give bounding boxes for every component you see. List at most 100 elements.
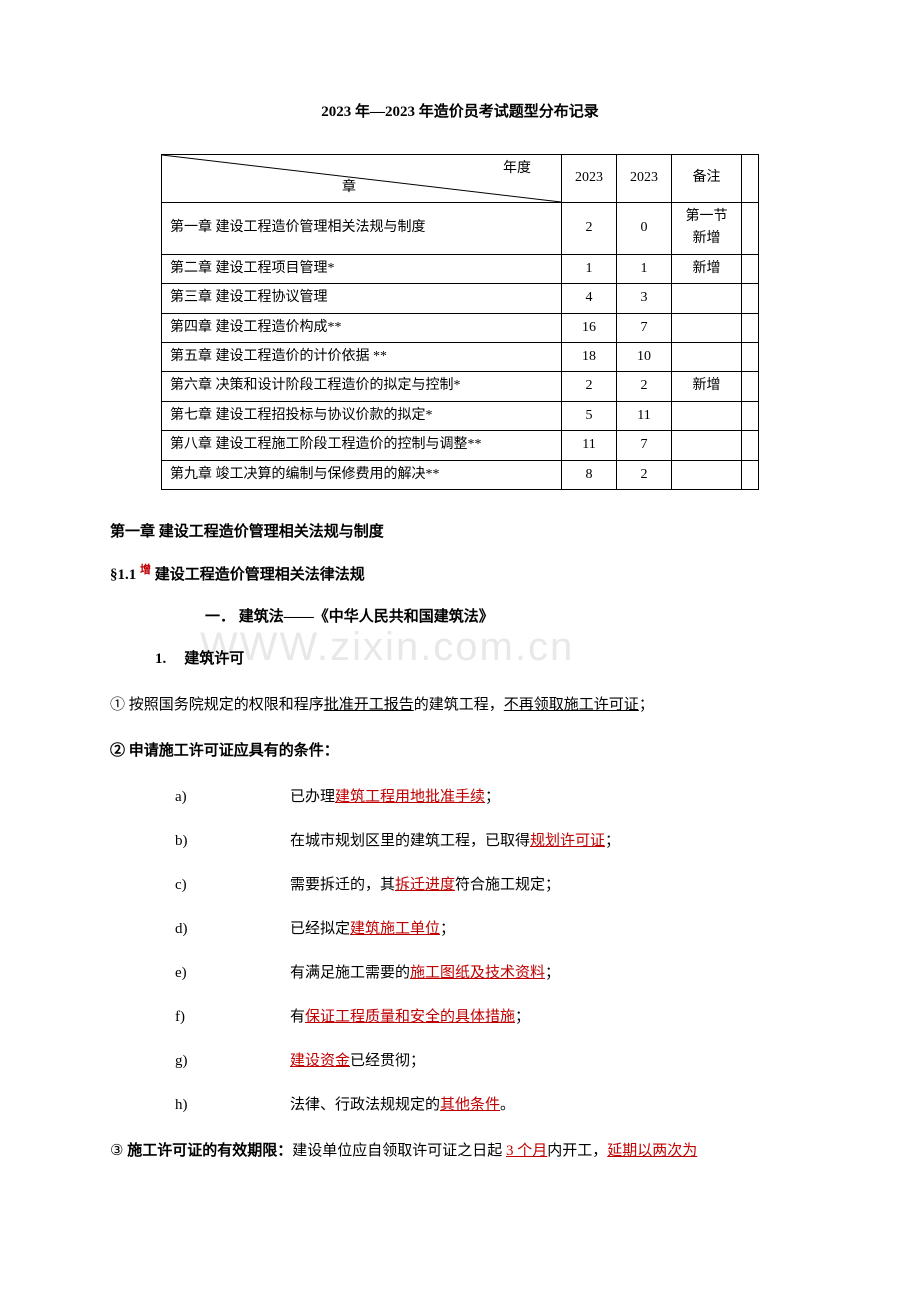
chapter-cell: 第七章 建设工程招投标与协议价款的拟定*: [162, 401, 562, 430]
subsection-heading: 一． 建筑法——《中华人民共和国建筑法》: [205, 605, 810, 629]
item-number: 1.: [155, 651, 166, 667]
document-content: 2023 年—2023 年造价员考试题型分布记录 年度 章 2023 2023 …: [110, 100, 810, 1163]
item-post-text: 已经贯彻；: [350, 1053, 425, 1069]
item-letter: a): [175, 785, 290, 809]
item-post-text: 。: [500, 1097, 515, 1113]
text-span: 内开工，: [547, 1143, 607, 1159]
section-heading: §1.1 增 建设工程造价管理相关法律法规: [110, 562, 810, 587]
red-underlined-text: 建筑施工单位: [350, 921, 440, 937]
year1-cell: 8: [562, 460, 617, 489]
extra-cell: [742, 254, 759, 283]
year2-cell: 7: [617, 313, 672, 342]
red-underlined-text: 其他条件: [440, 1097, 500, 1113]
item-letter: c): [175, 873, 290, 897]
chapter-cell: 第三章 建设工程协议管理: [162, 284, 562, 313]
table-row: 第四章 建设工程造价构成**167: [162, 313, 759, 342]
extra-cell: [742, 203, 759, 255]
year2-cell: 7: [617, 431, 672, 460]
header-note: 备注: [672, 155, 742, 203]
item-letter: d): [175, 917, 290, 941]
item-post-text: ；: [605, 833, 620, 849]
year2-cell: 2: [617, 460, 672, 489]
item-post-text: ；: [515, 1009, 530, 1025]
diagonal-line-icon: [162, 155, 561, 202]
item-pre-text: 在城市规划区里的建筑工程，已取得: [290, 833, 530, 849]
note-cell: 第一节新增: [672, 203, 742, 255]
add-marker: 增: [140, 564, 151, 576]
text-span: 建设单位应自领取许可证之日起: [292, 1143, 506, 1159]
year1-cell: 16: [562, 313, 617, 342]
header-chapter-label: 章: [342, 177, 356, 199]
item-pre-text: 已经拟定: [290, 921, 350, 937]
year1-cell: 1: [562, 254, 617, 283]
year2-cell: 10: [617, 342, 672, 371]
list-item: h)法律、行政法规规定的其他条件。: [175, 1093, 810, 1117]
extra-cell: [742, 401, 759, 430]
year1-cell: 2: [562, 372, 617, 401]
red-underlined-text: 延期以两次为: [607, 1143, 697, 1159]
item-letter: e): [175, 961, 290, 985]
year2-cell: 1: [617, 254, 672, 283]
extra-cell: [742, 372, 759, 401]
page-title: 2023 年—2023 年造价员考试题型分布记录: [110, 100, 810, 124]
item-pre-text: 有满足施工需要的: [290, 965, 410, 981]
year2-cell: 3: [617, 284, 672, 313]
item-letter: b): [175, 829, 290, 853]
text-span: ；: [639, 697, 654, 713]
note-cell: [672, 401, 742, 430]
item-letter: f): [175, 1005, 290, 1029]
year2-cell: 11: [617, 401, 672, 430]
note-cell: [672, 313, 742, 342]
chapter-cell: 第八章 建设工程施工阶段工程造价的控制与调整**: [162, 431, 562, 460]
year2-cell: 2: [617, 372, 672, 401]
note-cell: [672, 342, 742, 371]
table-header-row: 年度 章 2023 2023 备注: [162, 155, 759, 203]
red-underlined-text: 施工图纸及技术资料: [410, 965, 545, 981]
section-prefix: §1.1: [110, 567, 140, 583]
diagonal-header-cell: 年度 章: [162, 155, 562, 203]
year1-cell: 5: [562, 401, 617, 430]
chapter-cell: 第一章 建设工程造价管理相关法规与制度: [162, 203, 562, 255]
table-row: 第一章 建设工程造价管理相关法规与制度20第一节新增: [162, 203, 759, 255]
note-cell: [672, 431, 742, 460]
red-underlined-text: 建设资金: [290, 1053, 350, 1069]
chapter-cell: 第九章 竣工决算的编制与保修费用的解决**: [162, 460, 562, 489]
note-cell: [672, 284, 742, 313]
list-item: a)已办理建筑工程用地批准手续；: [175, 785, 810, 809]
note-cell: [672, 460, 742, 489]
red-underlined-text: 3 个月: [506, 1143, 547, 1159]
table-row: 第六章 决策和设计阶段工程造价的拟定与控制*22新增: [162, 372, 759, 401]
chapter-cell: 第五章 建设工程造价的计价依据 **: [162, 342, 562, 371]
red-underlined-text: 规划许可证: [530, 833, 605, 849]
table-row: 第五章 建设工程造价的计价依据 **1810: [162, 342, 759, 371]
extra-cell: [742, 342, 759, 371]
item-post-text: ；: [545, 965, 560, 981]
item-pre-text: 已办理: [290, 789, 335, 805]
header-year1: 2023: [562, 155, 617, 203]
red-underlined-text: 拆迁进度: [395, 877, 455, 893]
table-row: 第三章 建设工程协议管理43: [162, 284, 759, 313]
item-post-text: 符合施工规定；: [455, 877, 560, 893]
numbered-item: 1.建筑许可: [155, 647, 810, 671]
table-row: 第九章 竣工决算的编制与保修费用的解决**82: [162, 460, 759, 489]
list-item: d)已经拟定建筑施工单位；: [175, 917, 810, 941]
chapter-cell: 第二章 建设工程项目管理*: [162, 254, 562, 283]
red-underlined-text: 建筑工程用地批准手续: [335, 789, 485, 805]
underlined-text: 不再领取施工许可证: [504, 697, 639, 713]
item-pre-text: 法律、行政法规规定的: [290, 1097, 440, 1113]
item-letter: h): [175, 1093, 290, 1117]
note-cell: 新增: [672, 254, 742, 283]
year1-cell: 11: [562, 431, 617, 460]
text-span: ① 按照国务院规定的权限和程序: [110, 697, 324, 713]
item-pre-text: 需要拆迁的，其: [290, 877, 395, 893]
item-pre-text: 有: [290, 1009, 305, 1025]
distribution-table: 年度 章 2023 2023 备注 第一章 建设工程造价管理相关法规与制度20第…: [161, 154, 759, 490]
year2-cell: 0: [617, 203, 672, 255]
bold-text: 施工许可证的有效期限：: [127, 1143, 292, 1159]
chapter-cell: 第四章 建设工程造价构成**: [162, 313, 562, 342]
red-underlined-text: 保证工程质量和安全的具体措施: [305, 1009, 515, 1025]
note-cell: 新增: [672, 372, 742, 401]
list-item: g)建设资金已经贯彻；: [175, 1049, 810, 1073]
extra-cell: [742, 313, 759, 342]
header-year-label: 年度: [503, 158, 531, 180]
